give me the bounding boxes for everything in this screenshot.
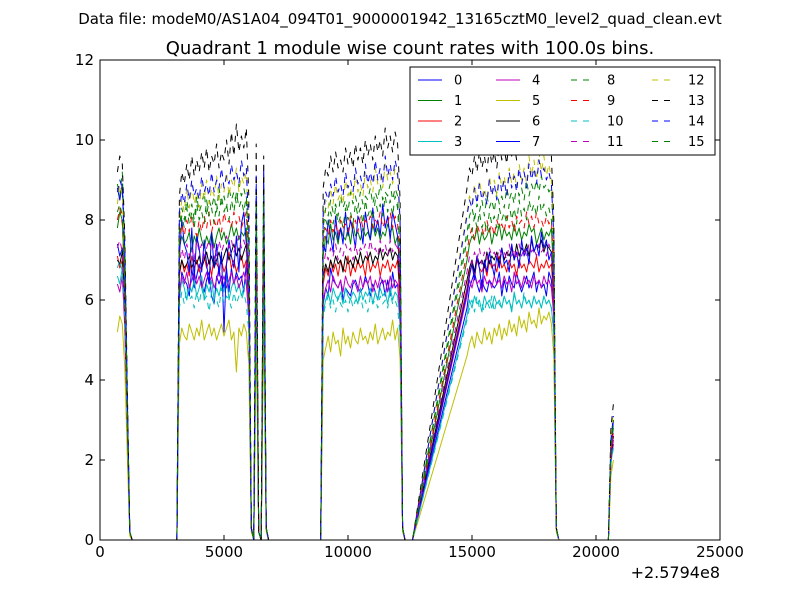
x-tick-label: 20000 <box>572 543 620 561</box>
y-tick-label: 6 <box>84 291 94 309</box>
legend-box <box>409 66 716 156</box>
x-offset-label: +2.5794e8 <box>631 563 720 582</box>
series-line-7 <box>116 183 614 541</box>
legend-label-5: 5 <box>532 94 540 109</box>
y-tick-label: 10 <box>75 131 94 149</box>
legend-label-8: 8 <box>607 74 615 89</box>
legend-label-13: 13 <box>688 94 705 109</box>
y-tick-label: 4 <box>84 371 94 389</box>
legend-label-0: 0 <box>454 74 462 89</box>
plot-lines <box>116 91 614 541</box>
figure-suptitle: Data file: modeM0/AS1A04_094T01_90000019… <box>78 10 722 29</box>
series-line-14 <box>116 155 614 541</box>
legend-label-4: 4 <box>532 74 540 89</box>
legend-label-6: 6 <box>532 115 540 130</box>
legend-label-12: 12 <box>688 74 705 89</box>
legend-label-3: 3 <box>454 135 462 150</box>
y-tick-label: 12 <box>75 51 94 69</box>
x-tick-label: 5000 <box>205 543 243 561</box>
x-tick-label: 25000 <box>696 543 744 561</box>
series-line-5 <box>116 307 614 541</box>
y-tick-label: 8 <box>84 211 94 229</box>
legend-label-15: 15 <box>688 135 705 150</box>
legend-label-9: 9 <box>607 94 615 109</box>
series-line-4 <box>116 267 614 541</box>
legend-label-10: 10 <box>607 115 624 130</box>
legend-label-1: 1 <box>454 94 462 109</box>
series-line-9 <box>116 207 614 541</box>
series-line-10 <box>116 259 614 541</box>
legend-label-7: 7 <box>532 135 540 150</box>
legend-label-14: 14 <box>688 115 705 130</box>
series-line-8 <box>116 171 614 541</box>
legend-label-2: 2 <box>454 115 462 130</box>
series-line-15 <box>116 191 614 541</box>
series-line-0 <box>116 243 614 541</box>
x-tick-label: 15000 <box>448 543 496 561</box>
x-tick-label: 10000 <box>324 543 372 561</box>
y-tick-label: 0 <box>84 531 94 549</box>
legend-label-11: 11 <box>607 135 624 150</box>
y-tick-label: 2 <box>84 451 94 469</box>
x-tick-label: 0 <box>95 543 105 561</box>
chart-title: Quadrant 1 module wise count rates with … <box>166 38 655 59</box>
series-line-11 <box>116 235 614 541</box>
